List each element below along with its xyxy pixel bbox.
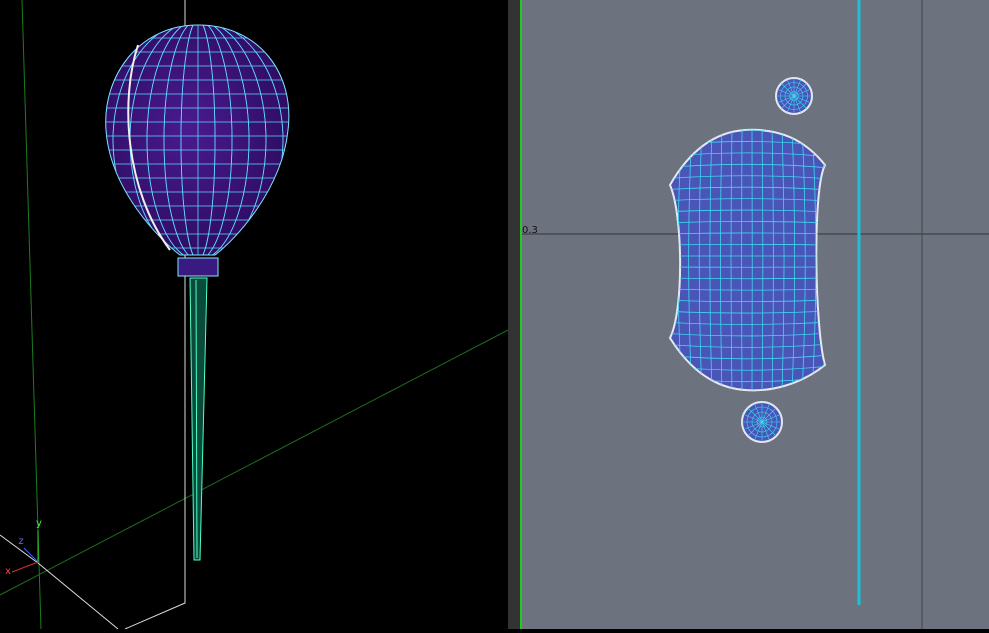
uv-editor: 0.3 [520, 0, 989, 629]
axis-label: x [5, 566, 11, 577]
axis-label: z [18, 536, 23, 547]
uv-tick-label: 0.3 [522, 225, 538, 236]
axis-label: y [36, 518, 42, 529]
uv-shell-body [670, 130, 825, 391]
panel-divider [508, 0, 520, 629]
viewport-3d: y z x [0, 0, 508, 629]
balloon-neck [178, 258, 218, 276]
